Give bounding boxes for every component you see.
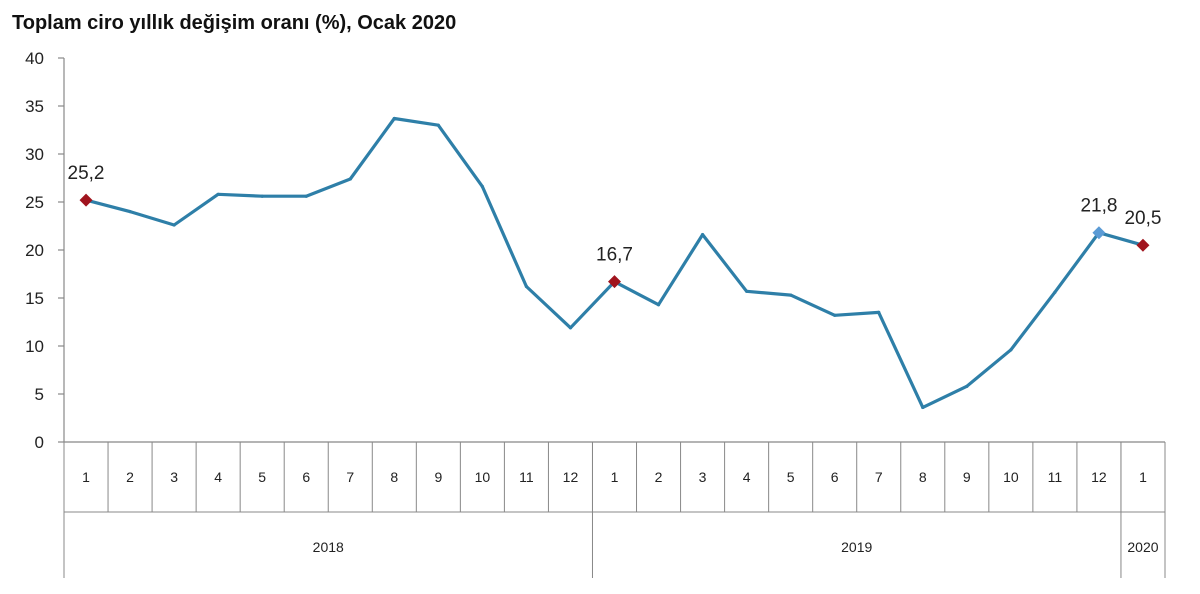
y-tick-label: 5 xyxy=(35,385,44,404)
data-point xyxy=(304,194,308,198)
chart-title: Toplam ciro yıllık değişim oranı (%), Oc… xyxy=(12,12,457,34)
data-point xyxy=(877,310,881,314)
y-tick-label: 30 xyxy=(25,145,44,164)
data-point xyxy=(436,123,440,127)
x-tick-label: 6 xyxy=(831,469,839,485)
data-label: 16,7 xyxy=(596,245,633,266)
x-tick-label: 12 xyxy=(563,469,579,485)
year-label: 2018 xyxy=(313,539,344,555)
data-point xyxy=(833,313,837,317)
y-tick-label: 10 xyxy=(25,337,44,356)
x-tick-label: 4 xyxy=(214,469,222,485)
y-tick-label: 20 xyxy=(25,241,44,260)
x-tick-label: 11 xyxy=(1048,469,1063,485)
year-label: 2019 xyxy=(841,539,872,555)
x-tick-label: 7 xyxy=(346,469,354,485)
data-point xyxy=(656,303,661,307)
data-point xyxy=(392,116,396,121)
data-point xyxy=(524,284,529,289)
data-marker xyxy=(608,275,621,289)
data-marker xyxy=(1136,238,1150,252)
data-point xyxy=(348,177,352,181)
data-point xyxy=(568,326,573,330)
x-tick-label: 8 xyxy=(390,469,398,485)
data-label: 25,2 xyxy=(68,163,105,184)
data-point xyxy=(700,233,705,237)
data-point xyxy=(260,194,264,198)
data-label: 21,8 xyxy=(1080,196,1117,217)
data-point xyxy=(745,289,749,293)
data-marker xyxy=(1092,226,1106,240)
x-tick-label: 3 xyxy=(699,469,707,485)
year-label: 2020 xyxy=(1127,539,1158,555)
y-tick-label: 15 xyxy=(25,289,44,308)
y-tick-label: 40 xyxy=(25,49,44,68)
data-point xyxy=(965,384,969,388)
x-tick-label: 1 xyxy=(611,469,619,485)
data-point xyxy=(172,223,176,227)
x-tick-label: 8 xyxy=(919,469,927,485)
x-tick-label: 9 xyxy=(434,469,442,485)
data-point xyxy=(128,210,132,214)
y-tick-label: 35 xyxy=(25,97,44,116)
data-point xyxy=(216,192,220,196)
data-marker xyxy=(79,193,93,207)
x-tick-label: 1 xyxy=(1139,469,1147,485)
x-tick-label: 5 xyxy=(258,469,266,485)
x-tick-label: 4 xyxy=(743,469,751,485)
x-tick-label: 10 xyxy=(475,469,491,485)
data-label: 20,5 xyxy=(1124,208,1161,229)
data-point xyxy=(921,405,925,410)
x-tick-label: 11 xyxy=(519,469,534,485)
y-tick-label: 0 xyxy=(35,433,44,452)
x-tick-label: 7 xyxy=(875,469,883,485)
x-tick-label: 5 xyxy=(787,469,795,485)
data-point xyxy=(480,185,484,189)
x-tick-label: 9 xyxy=(963,469,971,485)
data-point xyxy=(1053,290,1057,294)
x-tick-label: 2 xyxy=(126,469,134,485)
y-tick-label: 25 xyxy=(25,193,44,212)
x-tick-label: 12 xyxy=(1091,469,1107,485)
x-tick-label: 3 xyxy=(170,469,178,485)
data-point xyxy=(789,293,793,297)
x-tick-label: 6 xyxy=(302,469,310,485)
x-tick-label: 10 xyxy=(1003,469,1019,485)
data-point xyxy=(1009,348,1013,352)
x-tick-label: 2 xyxy=(655,469,663,485)
x-tick-label: 1 xyxy=(82,469,90,485)
